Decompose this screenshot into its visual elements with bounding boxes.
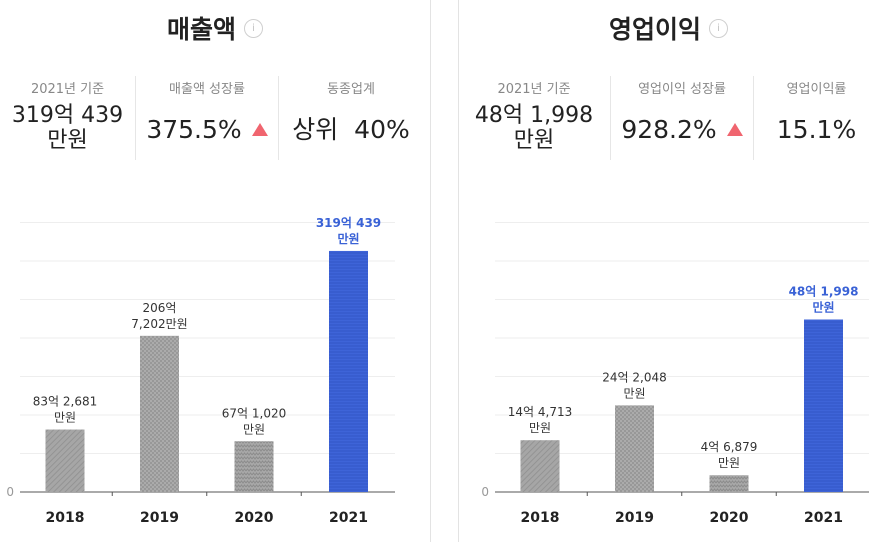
stat-value: 928.2% — [611, 117, 753, 143]
stat-growth: 매출액 성장률 375.5% — [136, 72, 278, 162]
x-tick-label: 2019 — [615, 510, 654, 526]
panel-title: 영업이익 i — [458, 10, 879, 46]
bar — [140, 335, 179, 492]
stat-divider — [610, 76, 611, 160]
operating-profit-chart: 0 2018 14억 4,713 만원 2019 24억 2,048 만원 2020 4억 6,… — [481, 222, 869, 526]
triangle-up-icon — [726, 122, 743, 136]
x-tick-label: 2018 — [46, 510, 85, 526]
stat-value-text: 375.5% — [146, 115, 242, 144]
panel-title: 매출액 i — [0, 10, 430, 46]
y-zero-label: 0 — [6, 485, 14, 499]
data-label: 48억 1,998 만원 — [789, 284, 859, 314]
stat-industry: 동종업계 상위 40% — [279, 72, 423, 162]
data-label: 14억 4,713 만원 — [508, 405, 572, 435]
stat-label: 영업이익 성장률 — [638, 82, 726, 97]
data-label: 319억 439 만원 — [316, 216, 381, 246]
stats-row: 2021년 기준 319억 439 만원 매출액 성장률 375.5% 동종업계… — [0, 72, 430, 162]
stats-row: 2021년 기준 48억 1,998 만원 영업이익 성장률 928.2% 영업… — [458, 72, 879, 162]
x-tick-label: 2021 — [804, 510, 843, 526]
bar — [804, 319, 843, 492]
stat-value-text: 928.2% — [621, 115, 717, 144]
stat-value: 319억 439 만원 — [11, 103, 124, 153]
data-label: 83억 2,681 만원 — [33, 395, 97, 425]
stat-growth: 영업이익 성장률 928.2% — [611, 72, 753, 162]
stat-value: 375.5% — [136, 117, 278, 143]
stat-value: 15.1% — [776, 115, 857, 144]
operating-profit-panel: 영업이익 i 2021년 기준 48억 1,998 만원 영업이익 성장률 928… — [458, 0, 879, 542]
x-tick-label: 2020 — [235, 510, 274, 526]
bar — [709, 475, 749, 492]
stat-label: 영업이익률 — [786, 82, 847, 97]
data-label: 4억 6,879 만원 — [701, 440, 758, 470]
revenue-panel: 매출액 i 2021년 기준 319억 439 만원 매출액 성장률 375.5%… — [0, 0, 430, 542]
stat-value: 상위 40% — [292, 115, 410, 144]
bar — [45, 429, 85, 492]
data-label: 24억 2,048 만원 — [602, 370, 666, 400]
stat-base-year: 2021년 기준 48억 1,998 만원 — [458, 72, 610, 162]
bar — [329, 250, 368, 492]
bar — [615, 405, 654, 492]
bar — [234, 441, 274, 492]
panel-title-text: 매출액 — [166, 15, 236, 44]
info-icon[interactable]: i — [709, 18, 728, 38]
revenue-chart: 0 2018 83억 2,681 만원 2019 206억 7,202만원 2020 67억 1… — [6, 216, 395, 526]
stat-margin: 영업이익률 15.1% — [754, 72, 879, 162]
stat-base-year: 2021년 기준 319억 439 만원 — [0, 72, 135, 162]
y-zero-label: 0 — [481, 485, 489, 499]
stat-divider — [278, 76, 279, 160]
x-tick-label: 2020 — [710, 510, 749, 526]
panel-divider — [430, 0, 431, 542]
data-label: 206억 7,202만원 — [131, 301, 187, 331]
panel-divider — [458, 0, 459, 542]
stat-divider — [135, 76, 136, 160]
stat-label: 2021년 기준 — [497, 82, 571, 97]
x-tick-label: 2021 — [329, 510, 368, 526]
stat-label: 2021년 기준 — [30, 82, 105, 97]
stat-divider — [753, 76, 754, 160]
stat-label: 매출액 성장률 — [169, 82, 245, 97]
bar — [520, 440, 560, 492]
stat-value: 48억 1,998 만원 — [474, 103, 594, 153]
triangle-up-icon — [251, 122, 268, 136]
stat-label: 동종업계 — [327, 82, 375, 97]
info-icon[interactable]: i — [244, 18, 263, 38]
x-tick-label: 2018 — [521, 510, 560, 526]
panel-title-text: 영업이익 — [608, 15, 701, 44]
data-label: 67억 1,020 만원 — [222, 406, 286, 436]
x-tick-label: 2019 — [140, 510, 179, 526]
